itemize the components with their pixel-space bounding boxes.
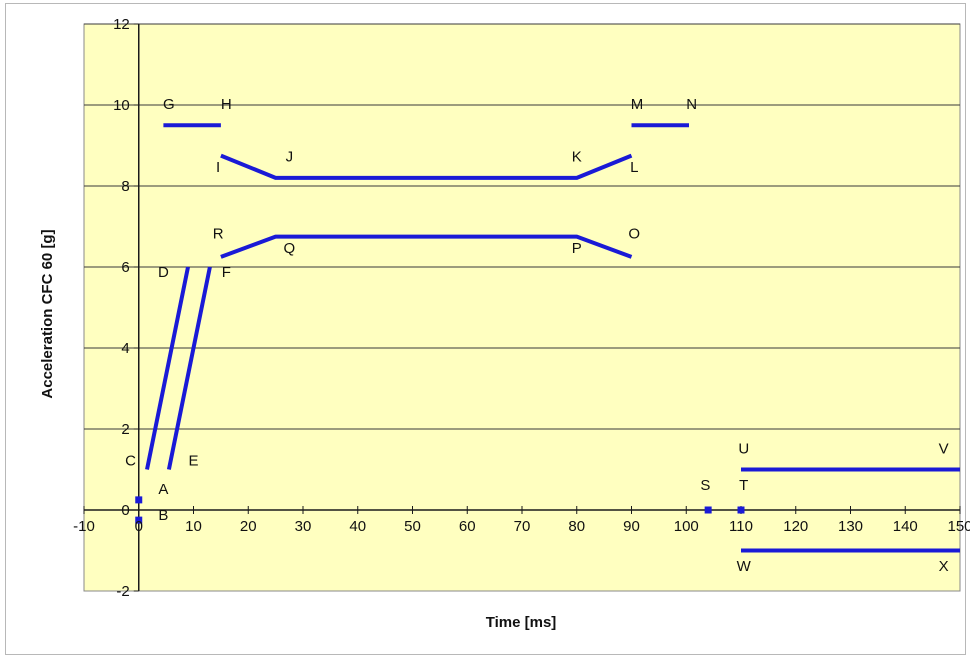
x-tick-label: 30 xyxy=(295,518,312,535)
point-marker xyxy=(135,496,142,503)
x-tick-label: 80 xyxy=(568,518,585,535)
x-tick-label: 90 xyxy=(623,518,640,535)
point-label-q: Q xyxy=(283,240,295,257)
point-label-l: L xyxy=(630,159,638,176)
point-label-n: N xyxy=(686,96,697,113)
point-label-s: S xyxy=(700,477,710,494)
y-axis-title: Acceleration CFC 60 [g] xyxy=(39,229,56,398)
point-label-b: B xyxy=(158,507,168,524)
point-label-f: F xyxy=(222,264,231,281)
point-label-h: H xyxy=(221,96,232,113)
y-tick-label: -2 xyxy=(116,583,129,600)
x-tick-label: 60 xyxy=(459,518,476,535)
x-tick-label: 110 xyxy=(729,518,753,535)
y-tick-label: 0 xyxy=(121,502,129,519)
y-tick-label: 6 xyxy=(121,259,129,276)
y-tick-label: 4 xyxy=(121,340,129,357)
point-label-p: P xyxy=(572,240,582,257)
point-label-v: V xyxy=(939,440,949,457)
x-tick-label: 140 xyxy=(893,518,918,535)
point-label-g: G xyxy=(163,96,175,113)
x-tick-label: 120 xyxy=(783,518,808,535)
x-tick-label: -10 xyxy=(73,518,95,535)
point-label-u: U xyxy=(738,440,749,457)
point-label-a: A xyxy=(158,481,168,498)
x-tick-label: 0 xyxy=(135,518,143,535)
point-label-j: J xyxy=(286,149,294,166)
point-label-w: W xyxy=(737,558,752,575)
point-label-k: K xyxy=(572,149,582,166)
point-label-m: M xyxy=(631,96,644,113)
point-label-e: E xyxy=(188,452,198,469)
x-tick-label: 130 xyxy=(838,518,863,535)
point-label-r: R xyxy=(213,226,224,243)
point-label-c: C xyxy=(125,452,136,469)
x-tick-label: 50 xyxy=(404,518,421,535)
point-marker xyxy=(738,507,745,514)
x-tick-label: 10 xyxy=(185,518,202,535)
y-tick-label: 8 xyxy=(121,178,129,195)
y-tick-label: 2 xyxy=(121,421,129,438)
point-label-o: O xyxy=(628,226,640,243)
point-marker xyxy=(705,507,712,514)
point-label-t: T xyxy=(739,477,748,494)
x-tick-label: 40 xyxy=(349,518,366,535)
plot-area xyxy=(84,24,960,591)
point-label-d: D xyxy=(158,264,169,281)
y-tick-label: 12 xyxy=(113,16,130,33)
x-tick-label: 150 xyxy=(947,518,970,535)
point-label-i: I xyxy=(216,159,220,176)
x-tick-label: 20 xyxy=(240,518,257,535)
x-tick-label: 70 xyxy=(514,518,531,535)
point-label-x: X xyxy=(939,558,949,575)
x-axis-title: Time [ms] xyxy=(486,614,557,631)
x-tick-label: 100 xyxy=(674,518,699,535)
y-tick-label: 10 xyxy=(113,97,130,114)
